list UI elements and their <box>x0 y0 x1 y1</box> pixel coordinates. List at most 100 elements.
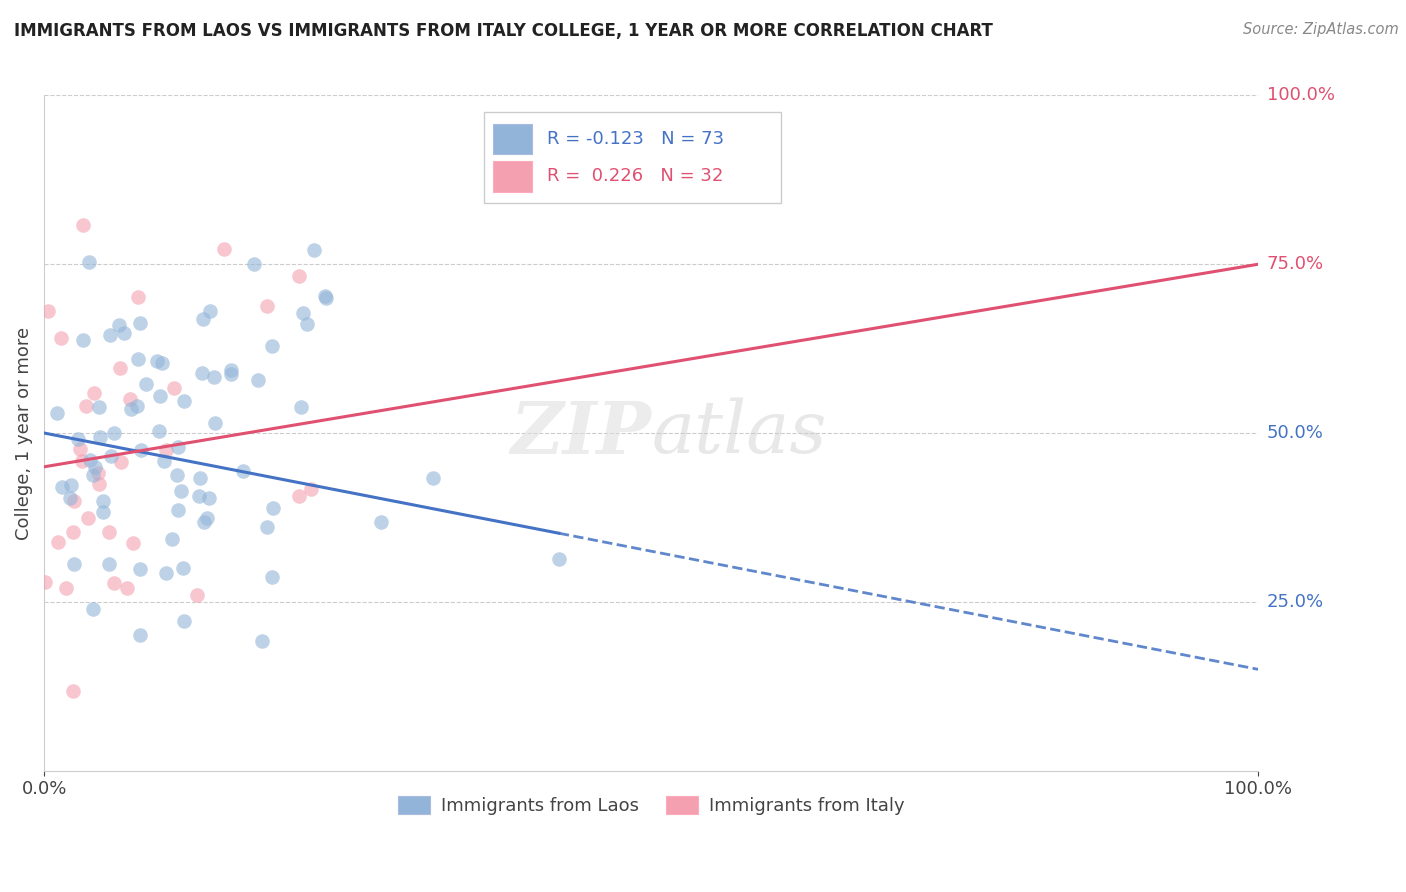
Point <box>299 482 322 496</box>
Legend: Immigrants from Laos, Immigrants from Italy: Immigrants from Laos, Immigrants from It… <box>391 789 912 822</box>
Point <box>89 430 111 444</box>
Point <box>128 317 150 331</box>
Point <box>76 511 98 525</box>
Point <box>290 401 312 415</box>
Point <box>128 628 150 642</box>
Point <box>37 304 59 318</box>
Point <box>256 519 278 533</box>
Point <box>97 525 120 540</box>
Point <box>191 366 214 380</box>
Point <box>200 304 222 318</box>
Text: Source: ZipAtlas.com: Source: ZipAtlas.com <box>1243 22 1399 37</box>
Point <box>91 494 114 508</box>
Point <box>219 367 242 381</box>
Point <box>115 582 138 596</box>
Point <box>297 317 319 331</box>
Point <box>250 634 273 648</box>
Point <box>127 290 149 304</box>
Point <box>304 243 326 257</box>
Text: 25.0%: 25.0% <box>1267 593 1324 611</box>
Point <box>51 331 73 345</box>
Point <box>315 291 337 305</box>
Point <box>246 373 269 387</box>
Text: R = -0.123   N = 73: R = -0.123 N = 73 <box>547 130 724 148</box>
Point <box>128 562 150 576</box>
Point <box>173 615 195 629</box>
Point <box>87 477 110 491</box>
Point <box>187 490 209 504</box>
Point <box>204 417 226 431</box>
Point <box>91 504 114 518</box>
Point <box>195 510 218 524</box>
Point <box>118 392 141 406</box>
Bar <box>494 124 533 154</box>
Point <box>60 477 83 491</box>
Text: IMMIGRANTS FROM LAOS VS IMMIGRANTS FROM ITALY COLLEGE, 1 YEAR OR MORE CORRELATIO: IMMIGRANTS FROM LAOS VS IMMIGRANTS FROM … <box>14 22 993 40</box>
Point <box>202 370 225 384</box>
Point <box>34 575 56 590</box>
Point <box>232 464 254 478</box>
Point <box>146 353 169 368</box>
Point <box>186 588 208 602</box>
Point <box>59 491 82 505</box>
Point <box>197 491 219 506</box>
Point <box>172 560 194 574</box>
Point <box>72 218 94 232</box>
Point <box>51 480 73 494</box>
Point <box>55 581 77 595</box>
Point <box>288 489 311 503</box>
Point <box>193 312 215 326</box>
Point <box>77 254 100 268</box>
Point <box>72 454 94 468</box>
Point <box>163 381 186 395</box>
Point <box>155 566 177 580</box>
Point <box>260 338 283 352</box>
Point <box>153 454 176 468</box>
Point <box>62 683 84 698</box>
Point <box>131 442 153 457</box>
Point <box>166 467 188 482</box>
Point <box>155 442 177 457</box>
Point <box>370 515 392 529</box>
Point <box>67 432 90 446</box>
Point <box>188 470 211 484</box>
Point <box>62 557 84 571</box>
Point <box>212 242 235 256</box>
Point <box>242 257 264 271</box>
Point <box>422 471 444 485</box>
Point <box>62 525 84 540</box>
Point <box>193 516 215 530</box>
Point <box>48 535 70 549</box>
Point <box>108 318 131 332</box>
Point <box>75 399 97 413</box>
Point <box>98 327 121 342</box>
Point <box>160 532 183 546</box>
Y-axis label: College, 1 year or more: College, 1 year or more <box>15 326 32 540</box>
Point <box>121 536 143 550</box>
Point <box>287 268 309 283</box>
Point <box>103 425 125 440</box>
Point <box>167 503 190 517</box>
Point <box>63 493 86 508</box>
Point <box>127 351 149 366</box>
Point <box>103 575 125 590</box>
Point <box>167 440 190 454</box>
Point <box>291 306 314 320</box>
Point <box>82 468 104 483</box>
Point <box>314 288 336 302</box>
Point <box>221 363 243 377</box>
Point <box>149 389 172 403</box>
Text: 50.0%: 50.0% <box>1267 424 1323 442</box>
Point <box>84 460 107 475</box>
Point <box>112 326 135 340</box>
Point <box>87 467 110 481</box>
Point <box>170 484 193 499</box>
Text: ZIP: ZIP <box>510 398 651 468</box>
Point <box>83 386 105 401</box>
Bar <box>494 161 533 192</box>
Point <box>87 400 110 414</box>
Text: 75.0%: 75.0% <box>1267 255 1324 273</box>
Point <box>97 557 120 571</box>
Text: 100.0%: 100.0% <box>1267 87 1334 104</box>
Point <box>79 453 101 467</box>
